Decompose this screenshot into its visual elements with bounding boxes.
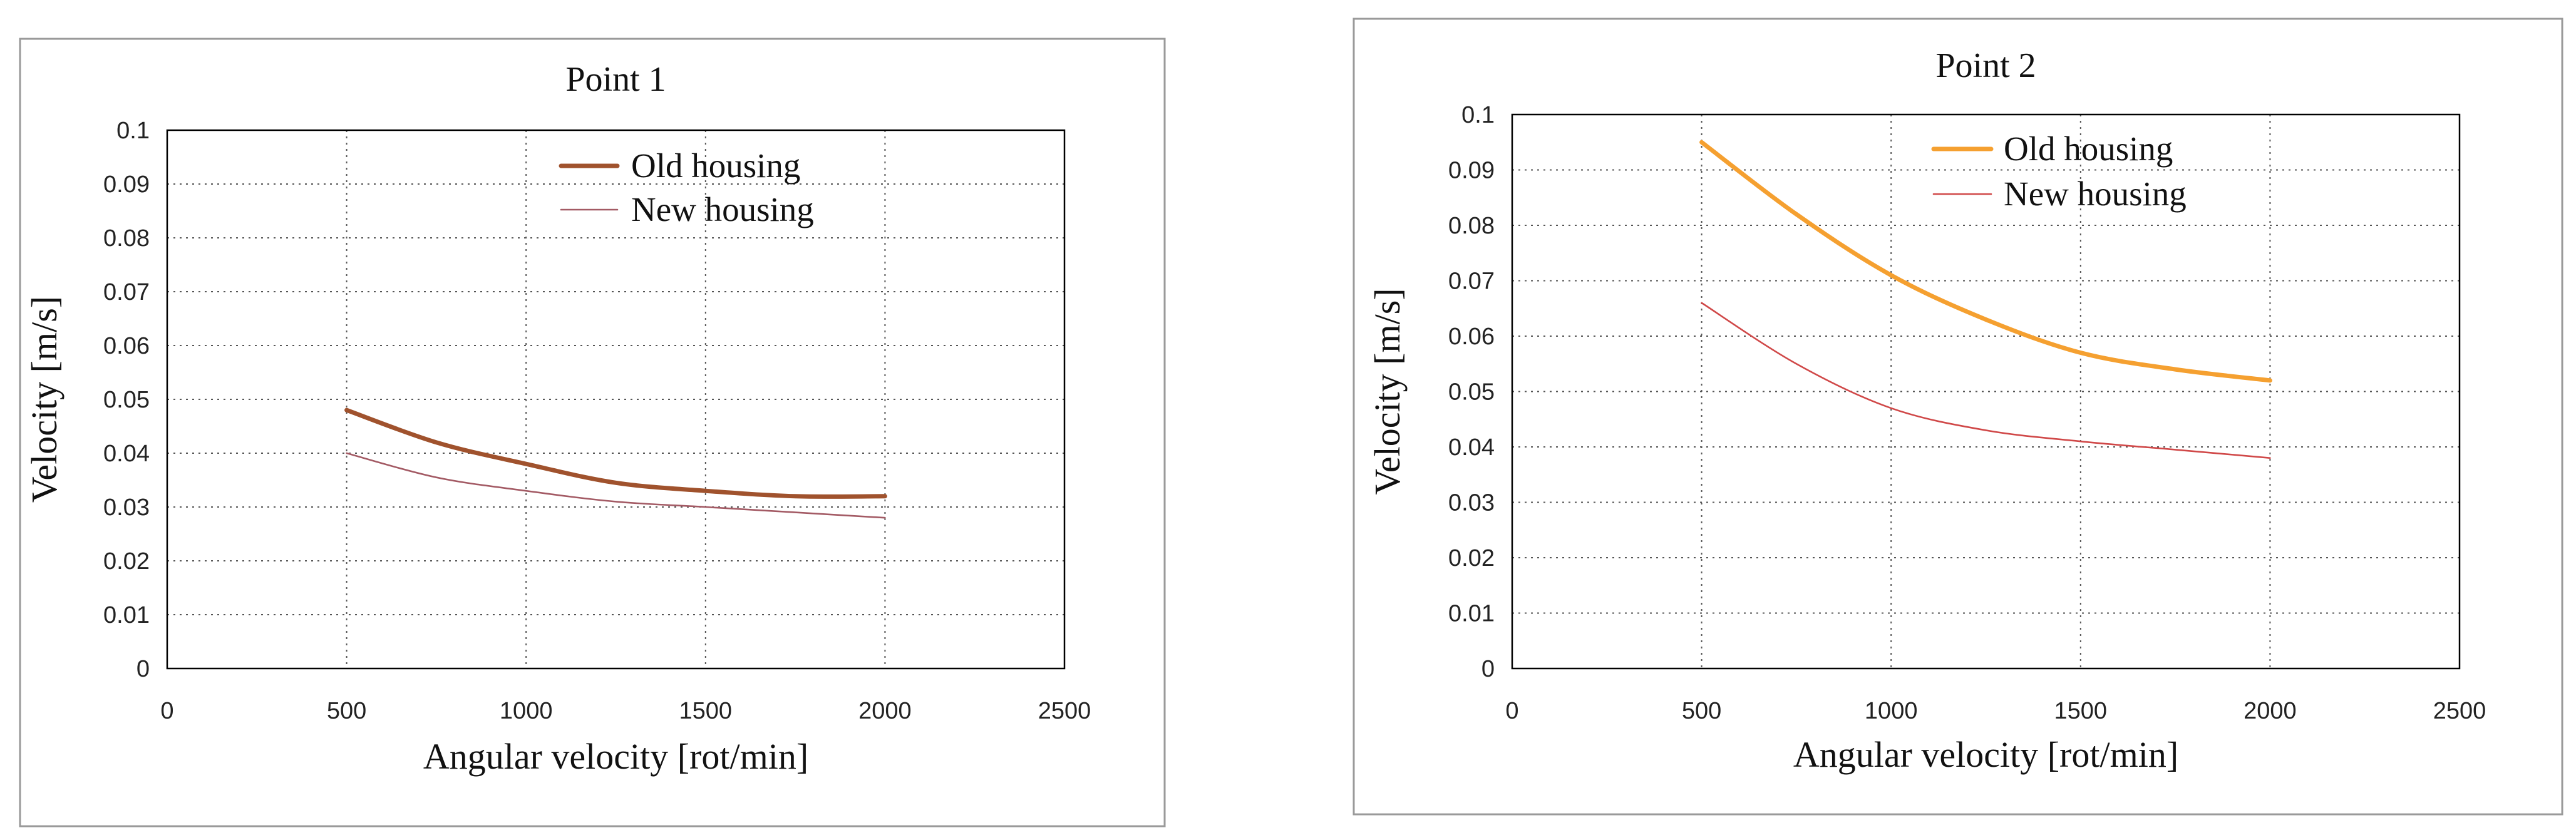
chart-point-2-svg: 0 0.01 0.02 0.03 0.04 0.05 0.06 0.07 0.08 0.09 0.1… [1352, 18, 2563, 816]
chart-2-series-new-housing-line [1701, 302, 2271, 459]
chart-1-x-tick-label: 2500 [1038, 698, 1091, 724]
chart-2-y-tick-label: 0.1 [1461, 102, 1495, 128]
chart-2-x-axis-label: Angular velocity [rot/min] [1793, 734, 2178, 775]
chart-1-y-tick-label: 0.04 [103, 441, 150, 467]
chart-2-y-tick-label: 0.08 [1448, 213, 1495, 239]
chart-2-plot-border [1511, 113, 2461, 670]
chart-1-y-tick-label: 0.09 [103, 172, 150, 198]
chart-2-x-tick-label: 2500 [2433, 698, 2486, 724]
chart-2-x-tick-label: 0 [1505, 698, 1518, 724]
chart-2-x-tick-label: 1000 [1865, 698, 1918, 724]
chart-1-y-axis-label: Velocity [m/s] [24, 296, 64, 503]
chart-1-series-new-housing-line [346, 452, 886, 519]
chart-1-y-tick-label: 0.05 [103, 387, 150, 413]
chart-1-y-tick-label: 0.07 [103, 279, 150, 305]
chart-2-y-tick-label: 0.05 [1448, 379, 1495, 406]
chart-point-1-svg: 0 0.01 0.02 0.03 0.04 0.05 0.06 0.07 0.08 0.09 0.1… [19, 38, 1166, 827]
chart-1-x-tick-label: 500 [327, 698, 366, 724]
chart-2-x-tick-label: 2000 [2244, 698, 2297, 724]
chart-1-legend-label-old-housing: Old housing [631, 146, 800, 185]
chart-1-x-axis-label: Angular velocity [rot/min] [423, 736, 808, 777]
chart-2-plot-area [1512, 115, 2460, 668]
chart-2-title: Point 2 [1935, 46, 2036, 85]
chart-point-1: 0 0.01 0.02 0.03 0.04 0.05 0.06 0.07 0.08 0.09 0.1… [19, 38, 1166, 827]
chart-2-series-old-housing-line [1699, 140, 2272, 383]
chart-2-x-tick-label: 1500 [2054, 698, 2108, 724]
chart-2-y-tick-label: 0.01 [1448, 601, 1495, 627]
chart-2-x-tick-label: 500 [1682, 698, 1721, 724]
chart-1-y-tick-label: 0.01 [103, 602, 150, 628]
chart-1-plot-border [166, 129, 1066, 670]
chart-2-y-tick-label: 0.09 [1448, 158, 1495, 184]
chart-1-x-tick-label: 2000 [858, 698, 912, 724]
chart-1-x-tick-label: 0 [160, 698, 173, 724]
chart-1-x-tick-label: 1000 [500, 698, 553, 724]
chart-1-y-tick-label: 0.06 [103, 333, 150, 359]
chart-1-series-old-housing-line [344, 407, 887, 499]
chart-2-y-tick-label: 0.06 [1448, 324, 1495, 350]
chart-point-2: 0 0.01 0.02 0.03 0.04 0.05 0.06 0.07 0.08 0.09 0.1… [1352, 18, 2563, 816]
chart-2-y-tick-label: 0 [1481, 656, 1495, 682]
chart-1-title: Point 1 [565, 60, 666, 99]
chart-1-y-tick-label: 0 [137, 656, 150, 682]
chart-2-legend-label-old-housing: Old housing [2004, 130, 2173, 168]
chart-1-y-tick-label: 0.08 [103, 225, 150, 252]
chart-1-y-tick-label: 0.03 [103, 494, 150, 521]
chart-1-legend-label-new-housing: New housing [631, 190, 814, 228]
chart-2-y-tick-label: 0.04 [1448, 434, 1495, 461]
chart-1-y-tick-label: 0.1 [116, 118, 150, 144]
chart-2-y-tick-label: 0.02 [1448, 545, 1495, 571]
chart-2-y-axis-label: Velocity [m/s] [1367, 288, 1408, 494]
chart-2-y-tick-label: 0.03 [1448, 490, 1495, 516]
chart-1-x-tick-label: 1500 [679, 698, 733, 724]
chart-1-plot-area [167, 130, 1064, 668]
chart-2-legend-label-new-housing: New housing [2004, 175, 2187, 213]
chart-2-y-tick-label: 0.07 [1448, 269, 1495, 295]
chart-1-y-tick-label: 0.02 [103, 548, 150, 575]
